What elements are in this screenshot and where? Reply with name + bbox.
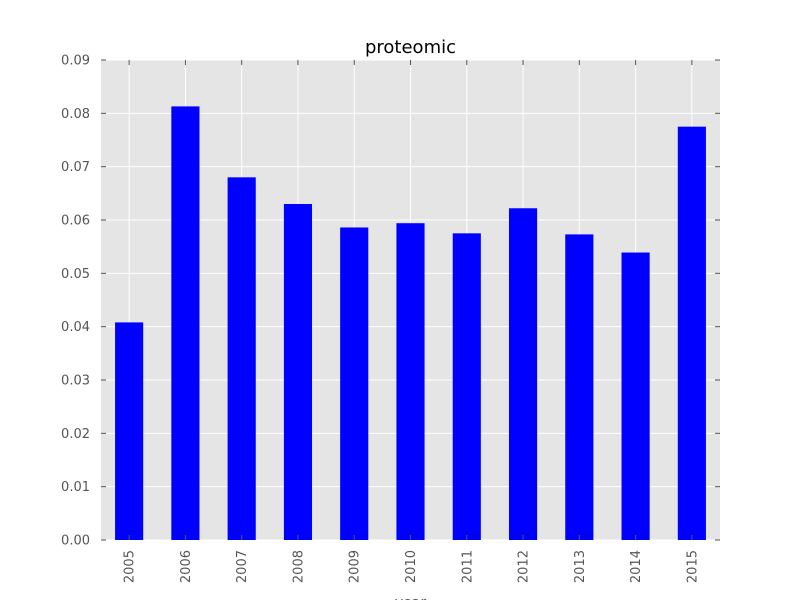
y-tick-label: 0.05	[61, 267, 90, 282]
chart-title: proteomic	[365, 37, 456, 58]
bar-2011	[452, 233, 481, 541]
x-tick-label: 2009	[348, 550, 363, 583]
x-tick-label: 2011	[460, 550, 475, 583]
bar-2014	[621, 252, 650, 541]
x-tick-label: 2014	[629, 550, 644, 583]
y-tick-label: 0.02	[61, 427, 90, 442]
y-tick-label: 0.01	[61, 480, 90, 495]
bar-2010	[396, 223, 425, 540]
y-tick-label: 0.08	[61, 107, 90, 122]
bar-2015	[677, 126, 706, 541]
x-tick-label: 2013	[573, 550, 588, 583]
bar-2008	[283, 204, 313, 540]
y-tick-label: 0.00	[61, 534, 90, 549]
tick-marks	[101, 59, 720, 541]
x-tick-label: 2010	[404, 550, 419, 583]
y-tick-label: 0.09	[61, 54, 90, 69]
bar-2009	[340, 227, 369, 540]
x-tick-label: 2008	[291, 550, 306, 583]
bar-2005	[115, 322, 144, 540]
y-tick-label: 0.07	[61, 160, 90, 175]
y-tick-label: 0.03	[61, 374, 90, 389]
x-tick-label: 2007	[235, 550, 250, 583]
bar-2007	[227, 177, 256, 541]
y-tick-labels: 0.00 0.01 0.02 0.03 0.04 0.05 0.06 0.07 0.08 0.09	[61, 54, 90, 549]
x-tick-label: 2005	[123, 550, 138, 583]
x-tick-label: 2015	[685, 550, 700, 583]
x-tick-labels: 2005 2006 2007 2008 2009 2010 2011 2012 2013 2014…	[123, 550, 701, 583]
bar-2013	[565, 234, 594, 540]
x-tick-label: 2012	[517, 550, 532, 583]
x-axis-label: year	[395, 595, 426, 600]
bars	[115, 106, 706, 541]
bar-2006	[171, 106, 200, 541]
x-tick-label: 2006	[179, 550, 194, 583]
y-tick-label: 0.04	[61, 320, 90, 335]
bar-2012	[508, 208, 538, 540]
y-tick-label: 0.06	[61, 214, 90, 229]
